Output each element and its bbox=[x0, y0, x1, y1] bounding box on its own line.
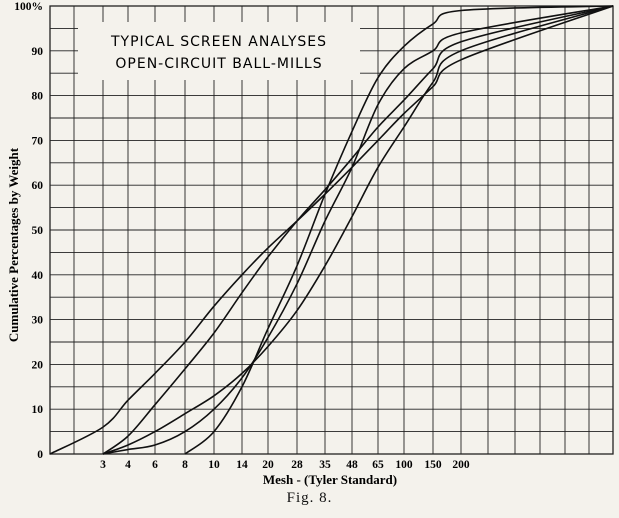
chart-grid bbox=[49, 5, 614, 455]
figure-caption: Fig. 8. bbox=[286, 490, 333, 506]
x-tick-label: 10 bbox=[208, 459, 220, 471]
x-tick-label: 100 bbox=[395, 459, 413, 471]
y-tick-label: 100% bbox=[14, 1, 43, 13]
x-tick-label: 200 bbox=[452, 459, 470, 471]
x-axis-ticks: 3 4 6 8 10 14 20 28 35 48 65 100 150 200 bbox=[100, 459, 470, 471]
x-tick-label: 14 bbox=[236, 459, 248, 471]
x-tick-label: 8 bbox=[182, 459, 188, 471]
x-tick-label: 20 bbox=[262, 459, 274, 471]
y-tick-label: 0 bbox=[37, 449, 43, 461]
x-tick-label: 65 bbox=[372, 459, 384, 471]
y-axis-label: Cumulative Percentages by Weight bbox=[6, 147, 21, 342]
screen-analysis-curve bbox=[49, 5, 614, 455]
x-tick-label: 6 bbox=[152, 459, 158, 471]
screen-analysis-curve bbox=[102, 5, 614, 455]
y-tick-label: 60 bbox=[32, 180, 44, 192]
y-tick-label: 50 bbox=[32, 225, 44, 237]
x-tick-label: 48 bbox=[346, 459, 358, 471]
x-tick-label: 3 bbox=[100, 459, 106, 471]
y-tick-label: 80 bbox=[32, 91, 44, 103]
chart-title-box: TYPICAL SCREEN ANALYSES OPEN-CIRCUIT BAL… bbox=[78, 22, 360, 80]
y-tick-label: 10 bbox=[32, 404, 44, 416]
screen-analysis-curve bbox=[102, 5, 614, 455]
chart-title-line-2: OPEN-CIRCUIT BALL-MILLS bbox=[115, 56, 322, 72]
x-tick-label: 35 bbox=[319, 459, 331, 471]
y-tick-label: 70 bbox=[32, 135, 44, 147]
chart-curves bbox=[49, 5, 614, 455]
y-tick-label: 30 bbox=[32, 315, 44, 327]
x-tick-label: 28 bbox=[291, 459, 303, 471]
y-tick-label: 90 bbox=[32, 46, 44, 58]
screen-analysis-curve bbox=[184, 5, 614, 455]
x-axis-label: Mesh - (Tyler Standard) bbox=[263, 472, 397, 487]
chart-title-line-1: TYPICAL SCREEN ANALYSES bbox=[110, 34, 327, 50]
x-tick-label: 4 bbox=[125, 459, 131, 471]
x-tick-label: 150 bbox=[424, 459, 442, 471]
y-tick-label: 20 bbox=[32, 359, 44, 371]
y-tick-label: 40 bbox=[32, 270, 44, 282]
y-axis-ticks: 0 10 20 30 40 50 60 70 80 90 100% bbox=[14, 1, 43, 461]
title-box-background bbox=[78, 22, 360, 80]
screen-analysis-curve bbox=[102, 5, 614, 455]
